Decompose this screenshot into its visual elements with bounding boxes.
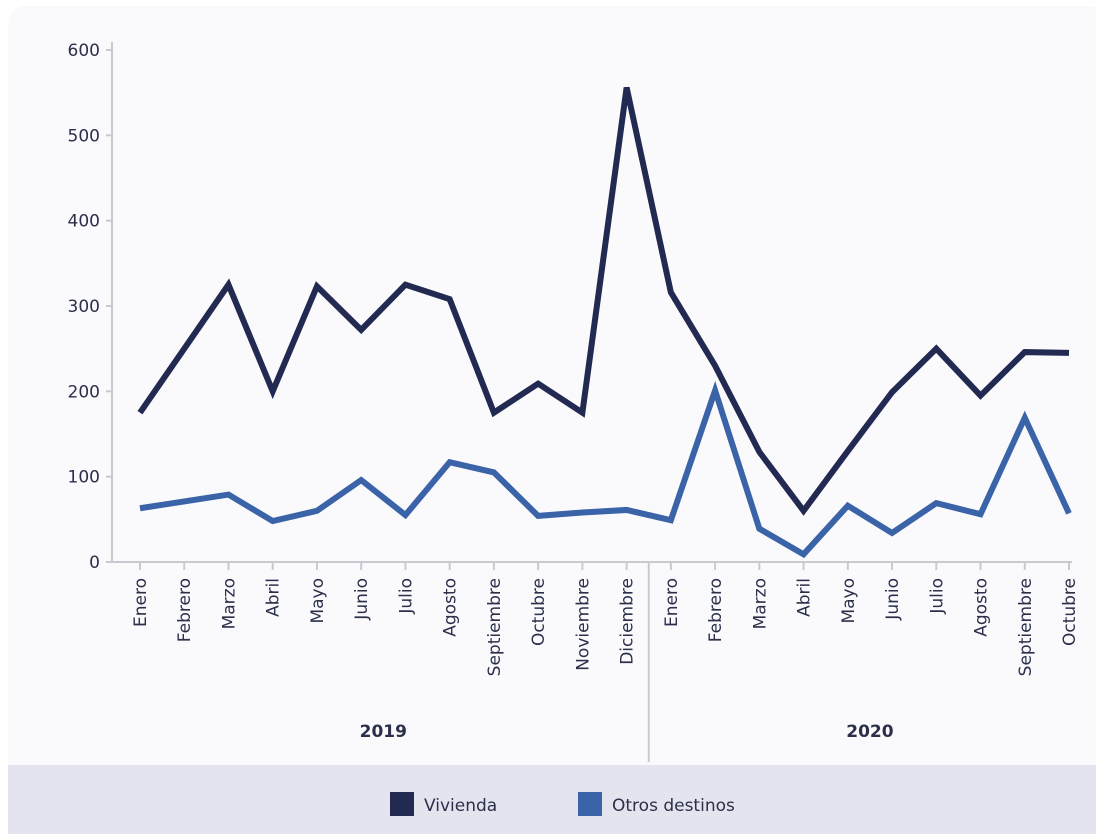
x-tick-label: Enero [131, 578, 151, 627]
x-tick-label: Mayo [839, 578, 859, 624]
x-tick-label: Junio [352, 578, 372, 621]
y-tick-label: 100 [68, 468, 100, 488]
legend-label: Otros destinos [612, 796, 735, 816]
legend-band [8, 765, 1096, 838]
x-tick-label: Septiembre [1016, 578, 1036, 676]
x-tick-label: Marzo [750, 578, 770, 629]
series-line [139, 380, 1072, 559]
x-tick-label: Agosto [972, 578, 992, 637]
x-tick-label: Febrero [706, 578, 726, 642]
x-tick-label: Mayo [308, 578, 328, 624]
legend-swatch [390, 792, 414, 816]
legend-label: Vivienda [424, 796, 497, 816]
x-tick-label: Septiembre [485, 578, 505, 676]
y-tick-label: 500 [68, 126, 100, 146]
x-tick-label: Abril [795, 578, 815, 617]
x-tick-label: Enero [662, 578, 682, 627]
x-tick-label: Noviembre [573, 578, 593, 671]
series-line [137, 86, 1070, 516]
y-tick-label: 300 [68, 297, 100, 317]
card [8, 6, 1096, 838]
x-tick-label: Diciembre [618, 578, 638, 665]
x-tick-label: Marzo [219, 578, 239, 629]
x-tick-label: Junio [883, 578, 903, 621]
x-tick-label: Abril [264, 578, 284, 617]
y-tick-label: 600 [68, 41, 100, 61]
x-tick-label: Octubre [529, 578, 549, 646]
x-tick-label: Agosto [441, 578, 461, 637]
y-tick-label: 0 [89, 553, 100, 573]
legend-swatch [578, 792, 602, 816]
x-tick-label: Febrero [175, 578, 195, 642]
x-tick-label: Julio [927, 578, 947, 615]
x-tick-label: Octubre [1060, 578, 1080, 646]
group-label: 2020 [846, 722, 893, 742]
y-tick-label: 200 [68, 382, 100, 402]
group-label: 2019 [360, 722, 407, 742]
x-tick-label: Julio [396, 578, 416, 615]
y-tick-label: 400 [68, 212, 100, 232]
